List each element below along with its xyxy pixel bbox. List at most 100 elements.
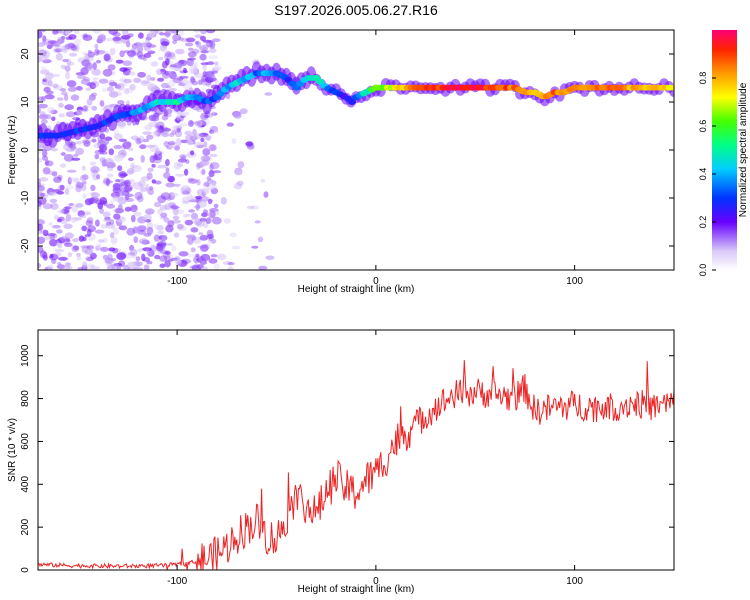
noise-blob	[64, 104, 74, 111]
noise-blob	[125, 141, 132, 147]
noise-blob	[67, 177, 72, 185]
noise-blob	[184, 219, 193, 226]
noise-blob	[102, 211, 111, 218]
noise-blob	[169, 142, 176, 149]
noise-blob	[264, 92, 273, 96]
noise-blob	[194, 133, 205, 139]
noise-blob	[51, 171, 58, 177]
noise-blob	[44, 160, 54, 167]
noise-blob	[164, 203, 172, 211]
noise-blob	[169, 132, 175, 137]
noise-blob	[119, 50, 125, 58]
noise-blob	[50, 109, 58, 115]
noise-blob	[172, 192, 179, 197]
x-tick-label: -100	[167, 276, 187, 287]
noise-blob	[174, 259, 183, 264]
noise-blob	[185, 37, 196, 43]
noise-blob	[87, 225, 96, 233]
noise-blob	[107, 173, 114, 178]
noise-blob	[208, 144, 217, 152]
noise-blob	[172, 33, 182, 42]
noise-blob	[174, 256, 181, 261]
noise-blob	[91, 105, 98, 111]
noise-blob	[79, 174, 87, 182]
noise-blob	[188, 209, 196, 213]
noise-blob	[54, 214, 59, 220]
noise-blob	[42, 35, 47, 43]
noise-blob	[154, 128, 164, 136]
noise-blob	[160, 82, 170, 89]
noise-blob	[52, 224, 61, 229]
noise-blob	[214, 80, 219, 85]
noise-blob	[38, 141, 44, 149]
noise-blob	[75, 203, 84, 208]
noise-blob	[193, 30, 201, 33]
noise-blob	[119, 187, 125, 194]
noise-blob	[209, 45, 215, 50]
noise-blob	[73, 153, 79, 157]
noise-blob	[211, 112, 218, 116]
noise-blob	[209, 163, 214, 171]
noise-blob	[189, 65, 198, 73]
noise-blob	[202, 64, 207, 72]
noise-blob	[163, 109, 168, 115]
colorbar-tick-label: 0.0	[698, 264, 708, 277]
noise-blob	[54, 48, 63, 53]
noise-blob	[149, 244, 157, 252]
noise-blob	[173, 161, 182, 170]
snr-panel: -100 0 100 0 200 400 600 800 1000 Height of str…	[7, 329, 675, 595]
noise-blob	[182, 78, 188, 85]
noise-blob	[170, 206, 180, 209]
noise-blob	[147, 50, 156, 55]
noise-blob	[206, 176, 212, 181]
noise-blob	[157, 195, 167, 204]
noise-blob	[180, 185, 191, 193]
noise-blob	[117, 121, 127, 127]
noise-blob	[38, 157, 43, 164]
noise-blob	[92, 266, 101, 270]
noise-blob	[233, 112, 242, 119]
noise-blob	[186, 197, 192, 201]
noise-blob	[114, 184, 124, 188]
noise-blob	[146, 222, 154, 230]
noise-blob	[42, 50, 50, 59]
colorbar-gradient	[712, 30, 737, 270]
noise-blob	[178, 75, 183, 84]
noise-blob	[87, 137, 97, 143]
noise-blob	[172, 75, 181, 81]
noise-blob	[160, 192, 171, 200]
noise-blob	[196, 179, 201, 186]
noise-blob	[211, 129, 220, 134]
noise-blob	[53, 41, 61, 48]
noise-blob	[41, 155, 49, 161]
noise-blob	[39, 30, 46, 33]
noise-blob	[97, 34, 107, 39]
noise-blob	[177, 209, 185, 215]
noise-blob	[39, 56, 49, 62]
noise-blob	[81, 174, 89, 181]
noise-blob	[204, 180, 211, 187]
noise-blob	[72, 117, 81, 121]
noise-blob	[126, 168, 134, 175]
noise-blob	[136, 51, 144, 58]
noise-blob	[52, 46, 61, 54]
noise-blob	[159, 37, 166, 43]
noise-blob	[135, 137, 142, 145]
noise-blob	[118, 138, 128, 142]
noise-blob	[181, 200, 190, 204]
noise-blob	[47, 106, 55, 114]
noise-blob	[49, 234, 56, 241]
noise-blob	[122, 141, 132, 150]
noise-blob	[220, 197, 227, 205]
noise-blob	[167, 79, 176, 88]
noise-blob	[47, 233, 56, 237]
noise-blob	[200, 50, 209, 54]
noise-blob	[142, 138, 150, 143]
noise-blob	[166, 243, 174, 246]
noise-blob	[65, 71, 70, 80]
noise-blob	[263, 191, 269, 198]
noise-blob	[66, 169, 77, 173]
noise-blob	[180, 187, 186, 196]
noise-blob	[142, 257, 151, 262]
noise-blob	[185, 159, 190, 165]
